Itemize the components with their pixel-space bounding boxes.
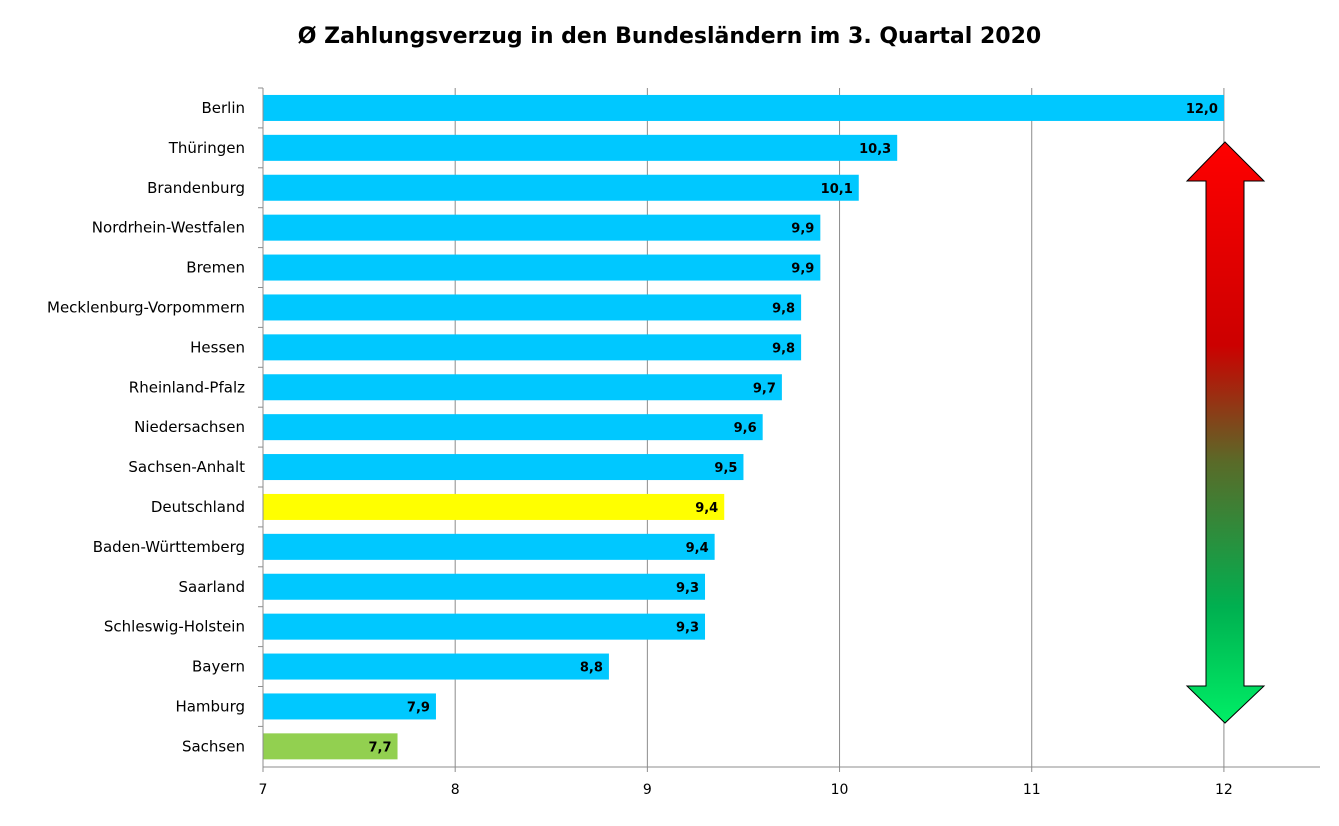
- category-label: Saarland: [179, 578, 245, 596]
- bar-bayern: [263, 653, 609, 680]
- chart-title: Ø Zahlungsverzug in den Bundesländern im…: [297, 24, 1042, 49]
- bar-niedersachsen: [263, 414, 763, 441]
- x-tick-label: 11: [1023, 782, 1041, 798]
- x-tick-label: 12: [1215, 782, 1233, 798]
- category-label: Sachsen: [182, 737, 245, 755]
- category-label: Brandenburg: [147, 179, 245, 197]
- category-label: Thüringen: [168, 139, 245, 157]
- axes: [258, 87, 1320, 772]
- category-label: Baden-Württemberg: [93, 538, 245, 556]
- bar-bremen: [263, 254, 821, 281]
- category-label: Bayern: [192, 658, 245, 676]
- category-label: Rheinland-Pfalz: [129, 378, 245, 396]
- data-label: 9,8: [772, 301, 795, 316]
- bar-baden-württemberg: [263, 533, 715, 560]
- category-label: Mecklenburg-Vorpommern: [47, 298, 245, 316]
- category-label: Hessen: [190, 338, 245, 356]
- data-label: 10,1: [821, 182, 853, 197]
- x-tick-label: 8: [451, 782, 460, 798]
- data-label: 9,4: [686, 541, 709, 556]
- data-label: 9,3: [676, 581, 699, 596]
- bar-deutschland: [263, 493, 725, 520]
- data-label: 9,7: [753, 381, 776, 396]
- bar-mecklenburg-vorpommern: [263, 294, 802, 321]
- bar-berlin: [263, 94, 1224, 121]
- category-label: Niedersachsen: [134, 418, 245, 436]
- category-label: Hamburg: [175, 697, 245, 715]
- data-label: 9,9: [791, 262, 814, 277]
- bar-nordrhein-westfalen: [263, 214, 821, 241]
- data-label: 12,0: [1186, 102, 1218, 117]
- data-label: 10,3: [859, 142, 891, 157]
- data-label: 7,7: [368, 740, 391, 755]
- bar-sachsen-anhalt: [263, 454, 744, 481]
- data-label: 9,3: [676, 621, 699, 636]
- data-label: 9,4: [695, 501, 718, 516]
- bar-schleswig-holstein: [263, 613, 706, 640]
- data-label: 8,8: [580, 661, 603, 676]
- bar-hamburg: [263, 693, 436, 720]
- data-label: 9,5: [714, 461, 737, 476]
- category-label: Nordrhein-Westfalen: [92, 219, 245, 237]
- x-tick-label: 10: [831, 782, 849, 798]
- x-tick-label: 9: [643, 782, 652, 798]
- bar-sachsen: [263, 733, 398, 760]
- bar-saarland: [263, 573, 706, 600]
- bar-thüringen: [263, 134, 898, 161]
- data-label: 9,6: [734, 421, 757, 436]
- category-label: Schleswig-Holstein: [104, 618, 245, 636]
- bar-rheinland-pfalz: [263, 374, 782, 401]
- labels: 7 8 9 10 11 12 Berlin 12,0 Thüringen 10,3 Brandenb…: [47, 99, 1233, 798]
- range-arrow-icon: [1185, 141, 1266, 724]
- data-label: 9,8: [772, 341, 795, 356]
- data-label: 9,9: [791, 222, 814, 237]
- category-label: Bremen: [186, 259, 245, 277]
- x-tick-label: 7: [259, 782, 268, 798]
- bar-brandenburg: [263, 174, 859, 201]
- category-label: Berlin: [201, 99, 245, 117]
- bar-hessen: [263, 334, 802, 361]
- bars: [263, 94, 1224, 760]
- category-label: Deutschland: [151, 498, 245, 516]
- data-label: 7,9: [407, 700, 430, 715]
- category-label: Sachsen-Anhalt: [128, 458, 245, 476]
